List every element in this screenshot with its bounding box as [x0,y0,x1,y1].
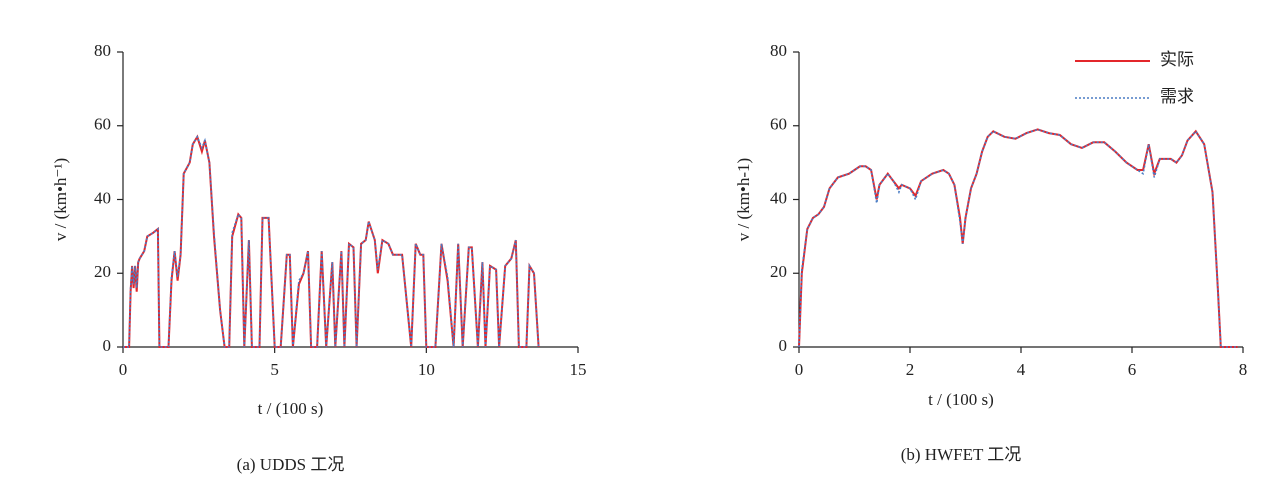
x-tick-label: 2 [906,360,915,379]
x-axis-label: t / (100 s) [928,390,994,409]
y-axis-label: v / (km•h-1) [734,158,753,241]
series-line [799,129,1238,347]
x-tick-label: 8 [1239,360,1248,379]
y-tick-label: 60 [94,115,111,134]
x-tick-label: 15 [570,360,587,379]
x-axis-label: t / (100 s) [258,399,324,418]
caption: (a) UDDS 工况 [237,455,345,474]
x-tick-label: 10 [418,360,435,379]
y-tick-label: 40 [94,188,111,207]
y-tick-label: 80 [94,41,111,60]
x-tick-label: 0 [119,360,128,379]
y-axis-label: v / (km•h⁻¹) [51,158,70,241]
series-line [799,129,1238,347]
legend-label: 需求 [1160,87,1194,106]
y-tick-label: 0 [779,336,788,355]
x-tick-label: 6 [1128,360,1137,379]
series-line [123,137,539,347]
y-tick-label: 0 [103,336,112,355]
y-tick-label: 80 [770,41,787,60]
x-tick-label: 0 [795,360,804,379]
caption: (b) HWFET 工况 [901,445,1022,464]
figure: 020406080051015t / (100 s)v / (km•h⁻¹)(a… [0,0,1267,486]
x-tick-label: 4 [1017,360,1026,379]
y-tick-label: 40 [770,188,787,207]
y-tick-label: 20 [770,262,787,281]
y-tick-label: 20 [94,262,111,281]
x-tick-label: 5 [270,360,279,379]
legend-label: 实际 [1160,50,1194,69]
y-tick-label: 60 [770,115,787,134]
